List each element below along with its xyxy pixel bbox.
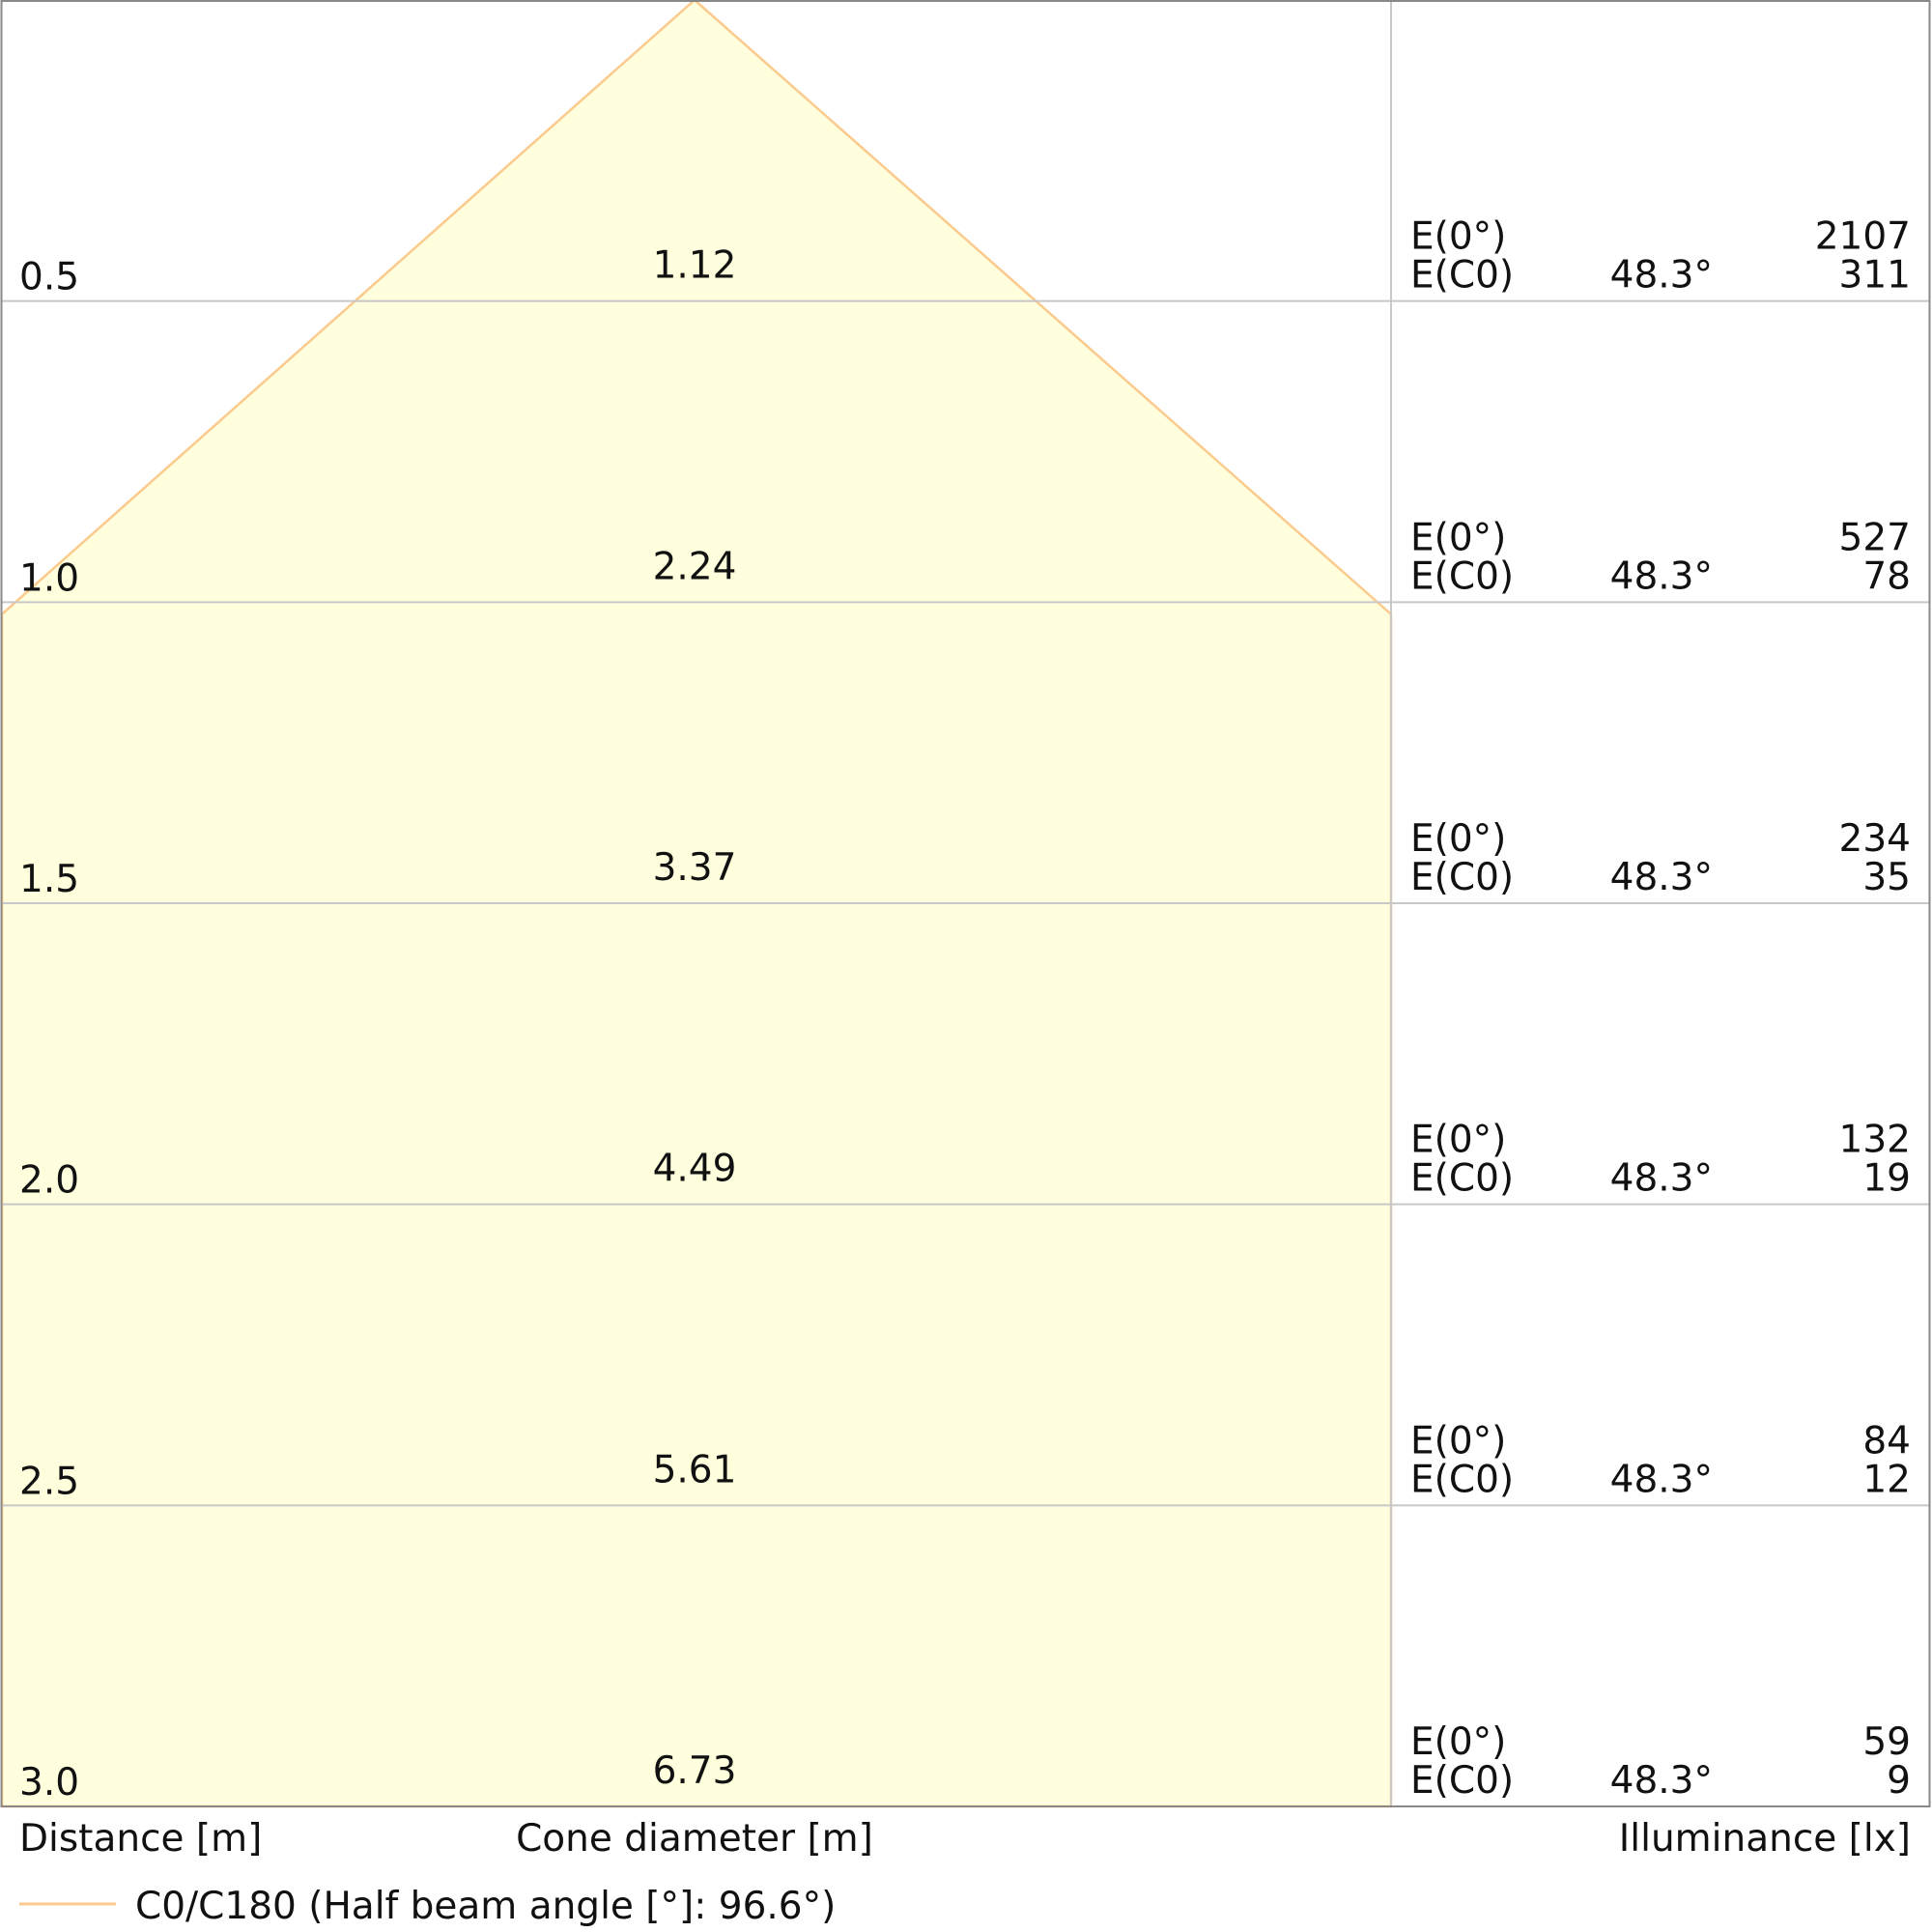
e0-label: E(0°) [1410, 1720, 1506, 1764]
half-angle-label: 48.3° [1610, 1157, 1713, 1201]
ec0-label: E(C0) [1410, 554, 1514, 598]
distance-label: 1.0 [19, 556, 79, 600]
ec0-label: E(C0) [1410, 1759, 1514, 1803]
cone-diameter-label: 2.24 [653, 545, 737, 588]
illuminance-label: Illuminance [lx] [1619, 1817, 1911, 1861]
e0-value: 84 [1862, 1419, 1911, 1463]
ec0-value: 78 [1862, 554, 1911, 598]
x-axis-label: Cone diameter [m] [516, 1817, 873, 1861]
distance-label: 1.5 [19, 858, 79, 901]
y-axis-label: Distance [m] [19, 1817, 262, 1861]
ec0-value: 35 [1862, 856, 1911, 899]
half-angle-label: 48.3° [1610, 554, 1713, 598]
e0-label: E(0°) [1410, 1119, 1506, 1162]
distance-label: 2.0 [19, 1159, 79, 1203]
e0-value: 59 [1862, 1720, 1911, 1764]
cone-diameter-label: 5.61 [653, 1448, 737, 1492]
e0-label: E(0°) [1410, 516, 1506, 559]
ec0-label: E(C0) [1410, 1157, 1514, 1201]
distance-label: 0.5 [19, 256, 79, 299]
cone-diameter-label: 6.73 [653, 1749, 737, 1793]
e0-label: E(0°) [1410, 1419, 1506, 1463]
ec0-label: E(C0) [1410, 254, 1514, 298]
e0-value: 527 [1839, 516, 1911, 559]
ec0-value: 19 [1862, 1157, 1911, 1201]
distance-label: 3.0 [19, 1761, 79, 1804]
half-angle-label: 48.3° [1610, 856, 1713, 899]
cone-diameter-label: 1.12 [653, 244, 737, 288]
cone-diameter-label: 4.49 [653, 1148, 737, 1191]
ec0-value: 9 [1887, 1759, 1911, 1803]
grid-lines [2, 299, 1929, 1507]
ec0-label: E(C0) [1410, 1458, 1514, 1501]
cone-diameter-label: 3.37 [653, 846, 737, 890]
e0-value: 2107 [1815, 215, 1911, 259]
ec0-label: E(C0) [1410, 856, 1514, 899]
ec0-value: 12 [1862, 1458, 1911, 1501]
distance-label: 2.5 [19, 1460, 79, 1503]
e0-value: 132 [1839, 1119, 1911, 1162]
e0-label: E(0°) [1410, 817, 1506, 861]
legend-label: C0/C180 (Half beam angle [°]: 96.6°) [135, 1885, 836, 1928]
half-angle-label: 48.3° [1610, 1759, 1713, 1803]
e0-value: 234 [1839, 817, 1911, 861]
ec0-value: 311 [1839, 254, 1911, 298]
e0-label: E(0°) [1410, 215, 1506, 259]
half-angle-label: 48.3° [1610, 1458, 1713, 1501]
plot-border [0, 0, 1931, 1807]
half-angle-label: 48.3° [1610, 254, 1713, 298]
